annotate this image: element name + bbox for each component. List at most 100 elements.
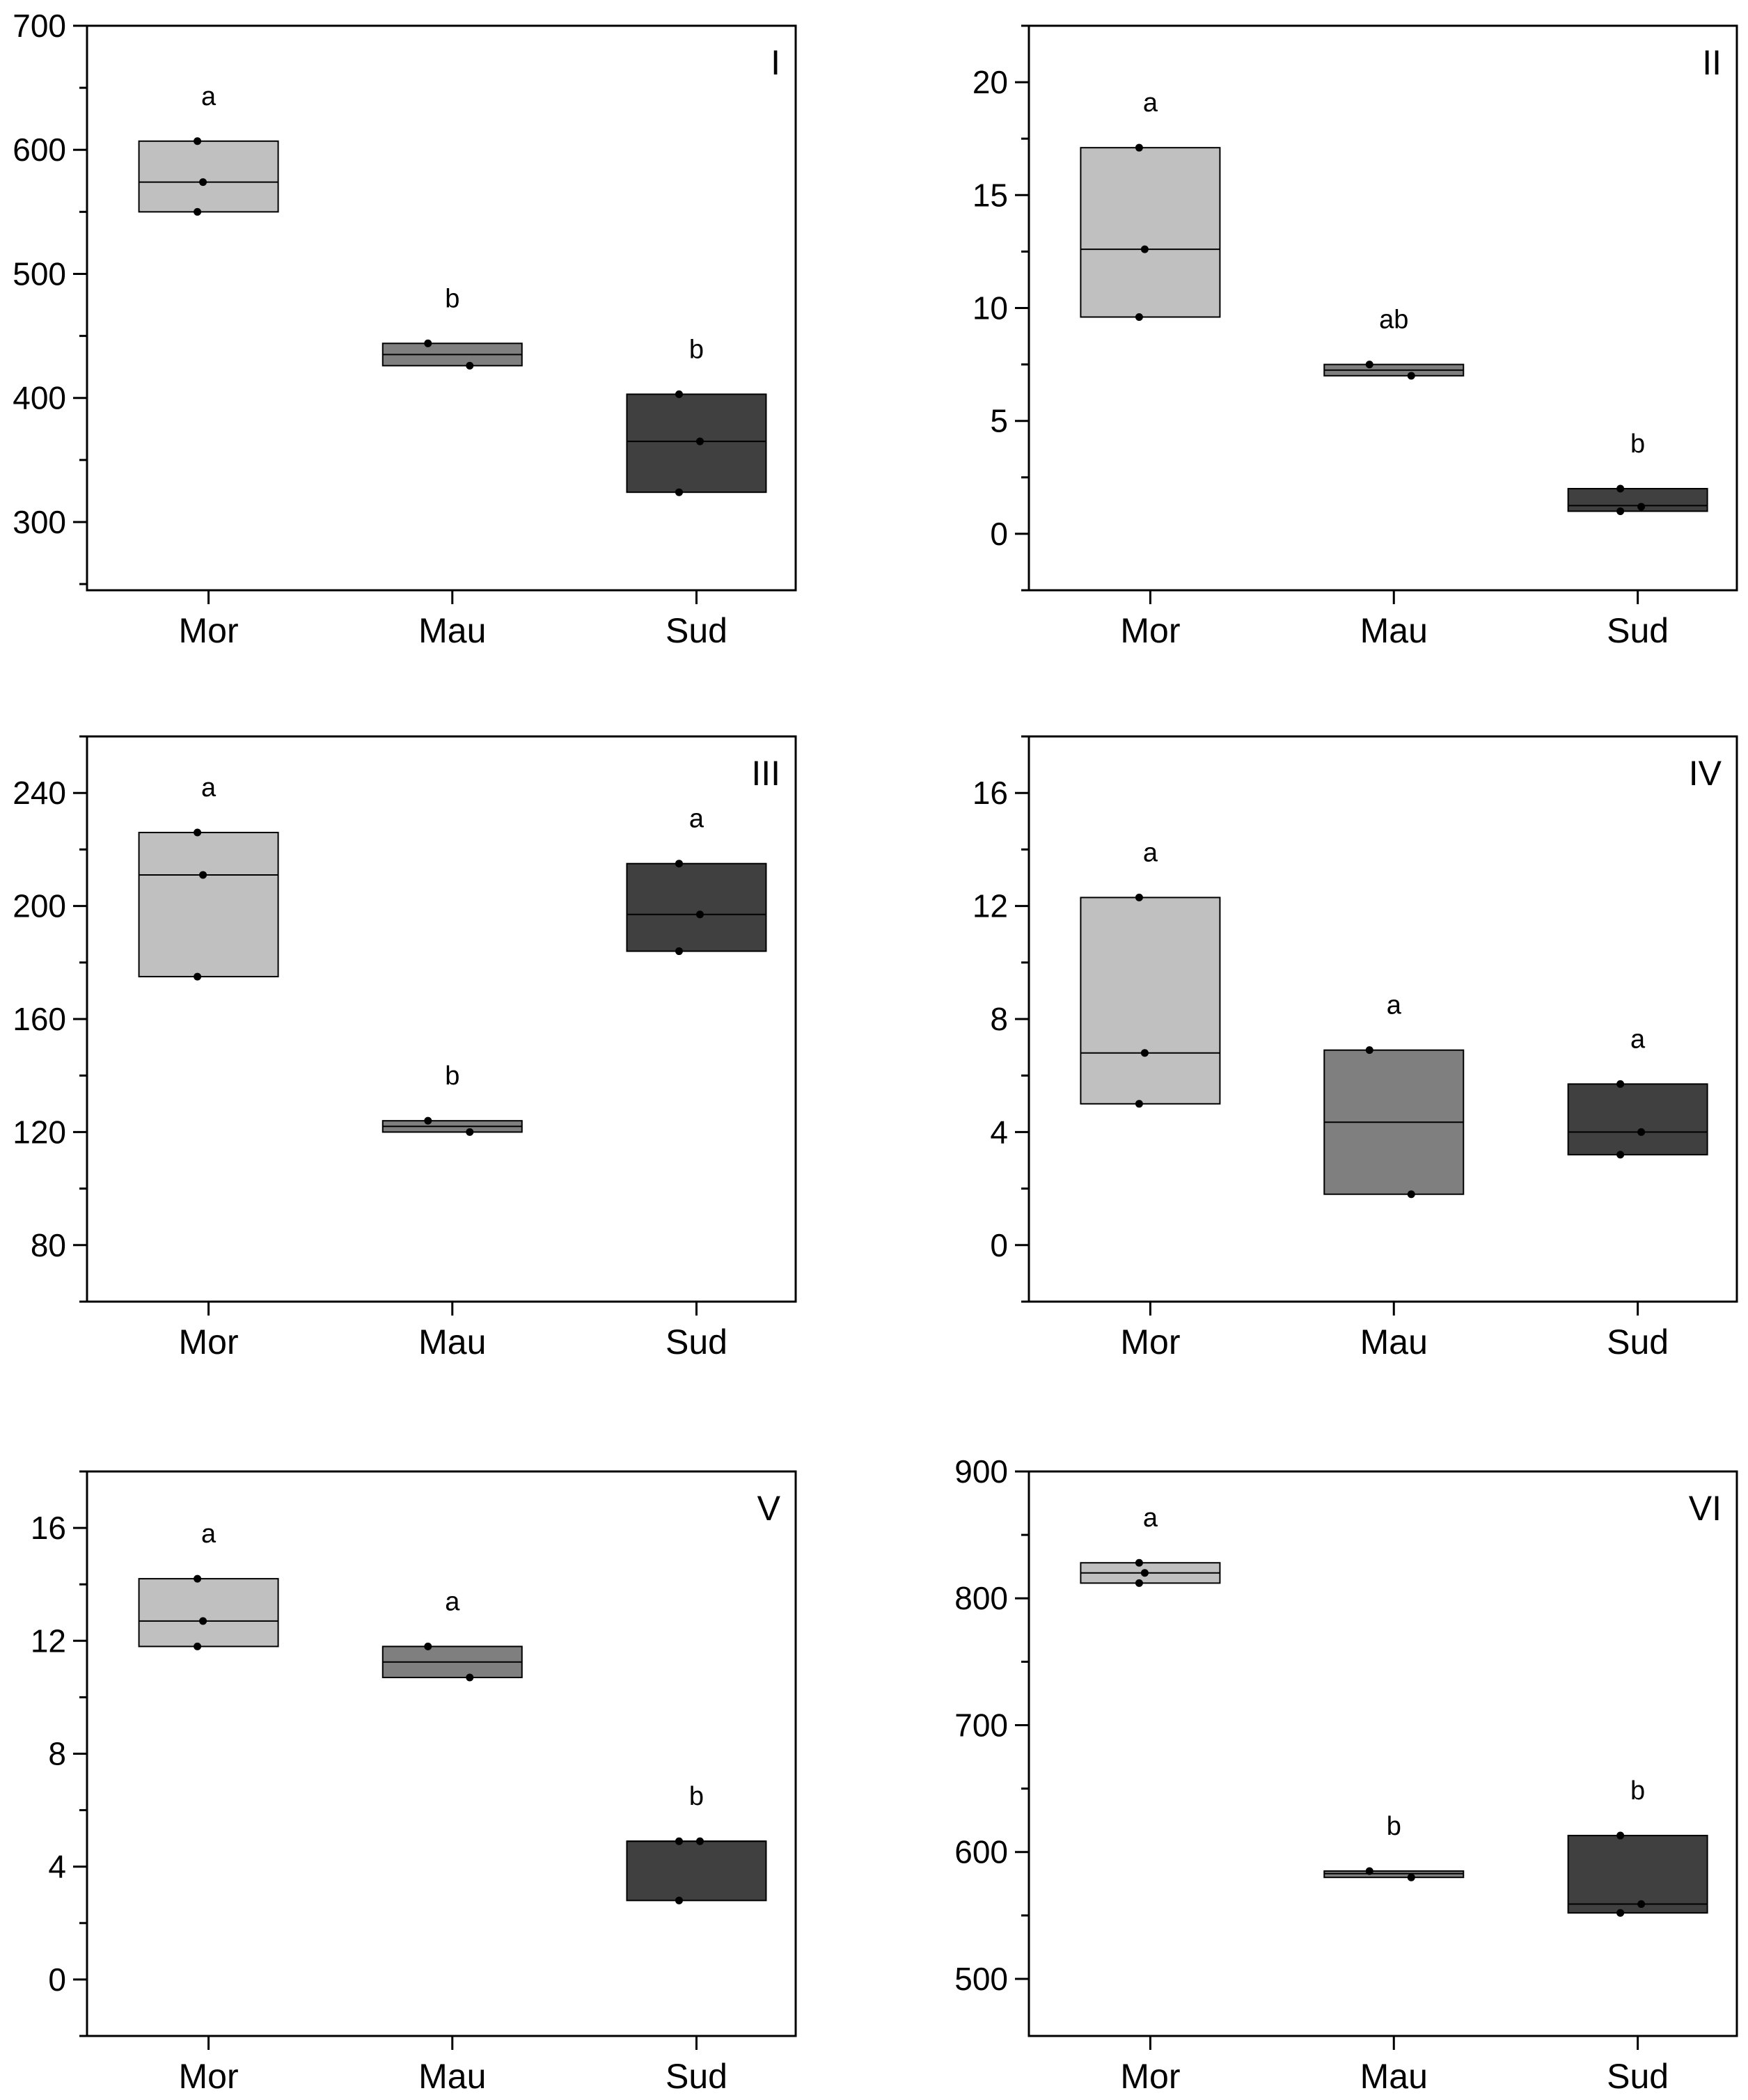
data-point xyxy=(675,947,683,956)
data-point xyxy=(1140,1569,1149,1577)
data-point xyxy=(1140,1049,1149,1057)
panel-VI: 500 600 700 800 900 Mor Mau Sud VI a b b xyxy=(954,1453,1738,2096)
x-tick-label: Mor xyxy=(1120,2057,1180,2096)
panel-label: II xyxy=(1702,43,1722,82)
y-tick-label: 600 xyxy=(13,132,66,168)
y-tick-label: 700 xyxy=(13,8,66,44)
y-tick-label: 16 xyxy=(973,775,1008,811)
x-tick-label: Sud xyxy=(1607,611,1669,650)
significance-letter: a xyxy=(689,805,704,834)
significance-letter: b xyxy=(1387,1812,1401,1841)
plot-frame xyxy=(86,24,797,592)
panel-label: III xyxy=(751,754,780,793)
data-point xyxy=(194,828,202,837)
y-tick-label: 4 xyxy=(990,1114,1008,1150)
data-point xyxy=(466,1128,474,1136)
y-tick-label: 12 xyxy=(31,1623,66,1659)
significance-letter: a xyxy=(1630,1025,1646,1054)
significance-letter: a xyxy=(1143,1503,1158,1533)
y-tick-label: 240 xyxy=(13,775,66,811)
x-tick-label: Mor xyxy=(179,2057,239,2096)
panel-V: 0 4 8 12 16 Mor Mau Sud Va a b xyxy=(31,1470,797,2096)
data-point xyxy=(1616,484,1625,493)
data-point xyxy=(1637,1900,1646,1908)
box-Sud xyxy=(1567,488,1708,512)
significance-letter: b xyxy=(445,1061,459,1091)
data-point xyxy=(1407,1873,1415,1881)
data-point xyxy=(675,390,683,398)
y-tick-label: 80 xyxy=(31,1227,66,1263)
data-point xyxy=(675,488,683,496)
y-tick-label: 500 xyxy=(954,1961,1008,1997)
y-tick-label: 500 xyxy=(13,255,66,292)
data-point xyxy=(1135,143,1143,152)
y-tick-label: 16 xyxy=(31,1510,66,1546)
x-tick-label: Sud xyxy=(666,611,727,650)
y-tick-label: 800 xyxy=(954,1580,1008,1616)
data-point xyxy=(1135,313,1143,321)
panel-label: V xyxy=(757,1489,781,1528)
data-point xyxy=(1407,1190,1415,1199)
data-point xyxy=(199,178,207,187)
box-Mor xyxy=(1080,897,1221,1105)
data-point xyxy=(194,137,202,145)
plot-frame xyxy=(86,1470,797,2037)
significance-letter: a xyxy=(1387,991,1402,1020)
x-tick-label: Mau xyxy=(1360,2057,1428,2096)
data-point xyxy=(675,1896,683,1904)
x-tick-label: Sud xyxy=(1607,2057,1669,2096)
panel-I: 300 400 500 600 700 Mor Mau Sud Ia b b xyxy=(13,8,797,650)
significance-letter: b xyxy=(689,1782,704,1811)
box-Mor xyxy=(138,832,279,978)
data-point xyxy=(1135,1579,1143,1587)
data-point xyxy=(695,437,704,445)
data-point xyxy=(466,361,474,370)
data-point xyxy=(675,860,683,868)
significance-letter: ab xyxy=(1379,306,1408,335)
data-point xyxy=(1365,361,1373,369)
box-Sud xyxy=(626,393,767,494)
significance-letter: a xyxy=(201,82,216,111)
y-tick-label: 5 xyxy=(990,403,1008,439)
data-point xyxy=(1616,1080,1625,1088)
significance-letter: b xyxy=(1630,429,1645,459)
significance-letter: a xyxy=(201,1519,216,1549)
data-point xyxy=(194,972,202,981)
data-point xyxy=(695,1837,704,1845)
box-Sud xyxy=(626,1840,767,1902)
y-tick-label: 700 xyxy=(954,1707,1008,1743)
data-point xyxy=(424,339,432,347)
x-tick-label: Mau xyxy=(418,1323,486,1361)
data-point xyxy=(1365,1046,1373,1055)
y-tick-label: 4 xyxy=(48,1849,66,1885)
data-point xyxy=(466,1673,474,1682)
y-tick-label: 0 xyxy=(990,1227,1008,1263)
plot-frame xyxy=(1027,1470,1738,2037)
y-tick-label: 12 xyxy=(973,888,1008,924)
panel-II: 0 5 10 15 20 Mor Mau Sud II a ab b xyxy=(973,24,1738,650)
data-point xyxy=(1616,1831,1625,1840)
data-point xyxy=(1140,245,1149,253)
significance-letter: b xyxy=(445,284,459,313)
box-Mor xyxy=(138,140,279,213)
data-point xyxy=(1616,1909,1625,1917)
box-Mor xyxy=(138,1578,279,1648)
data-point xyxy=(194,207,202,216)
significance-letter: a xyxy=(1143,88,1158,118)
data-point xyxy=(695,910,704,919)
x-tick-label: Mau xyxy=(1360,1323,1428,1361)
x-tick-label: Mor xyxy=(179,611,239,650)
data-point xyxy=(199,871,207,879)
x-tick-label: Sud xyxy=(666,1323,727,1361)
y-tick-label: 0 xyxy=(990,516,1008,552)
y-tick-label: 200 xyxy=(13,888,66,924)
significance-letter: b xyxy=(1630,1776,1645,1806)
data-point xyxy=(1637,503,1646,511)
x-tick-label: Sud xyxy=(1607,1323,1669,1361)
y-tick-label: 8 xyxy=(990,1001,1008,1037)
x-tick-label: Mau xyxy=(1360,611,1428,650)
y-tick-label: 600 xyxy=(954,1834,1008,1870)
box-Mor xyxy=(1080,147,1221,318)
significance-letter: a xyxy=(445,1587,460,1616)
